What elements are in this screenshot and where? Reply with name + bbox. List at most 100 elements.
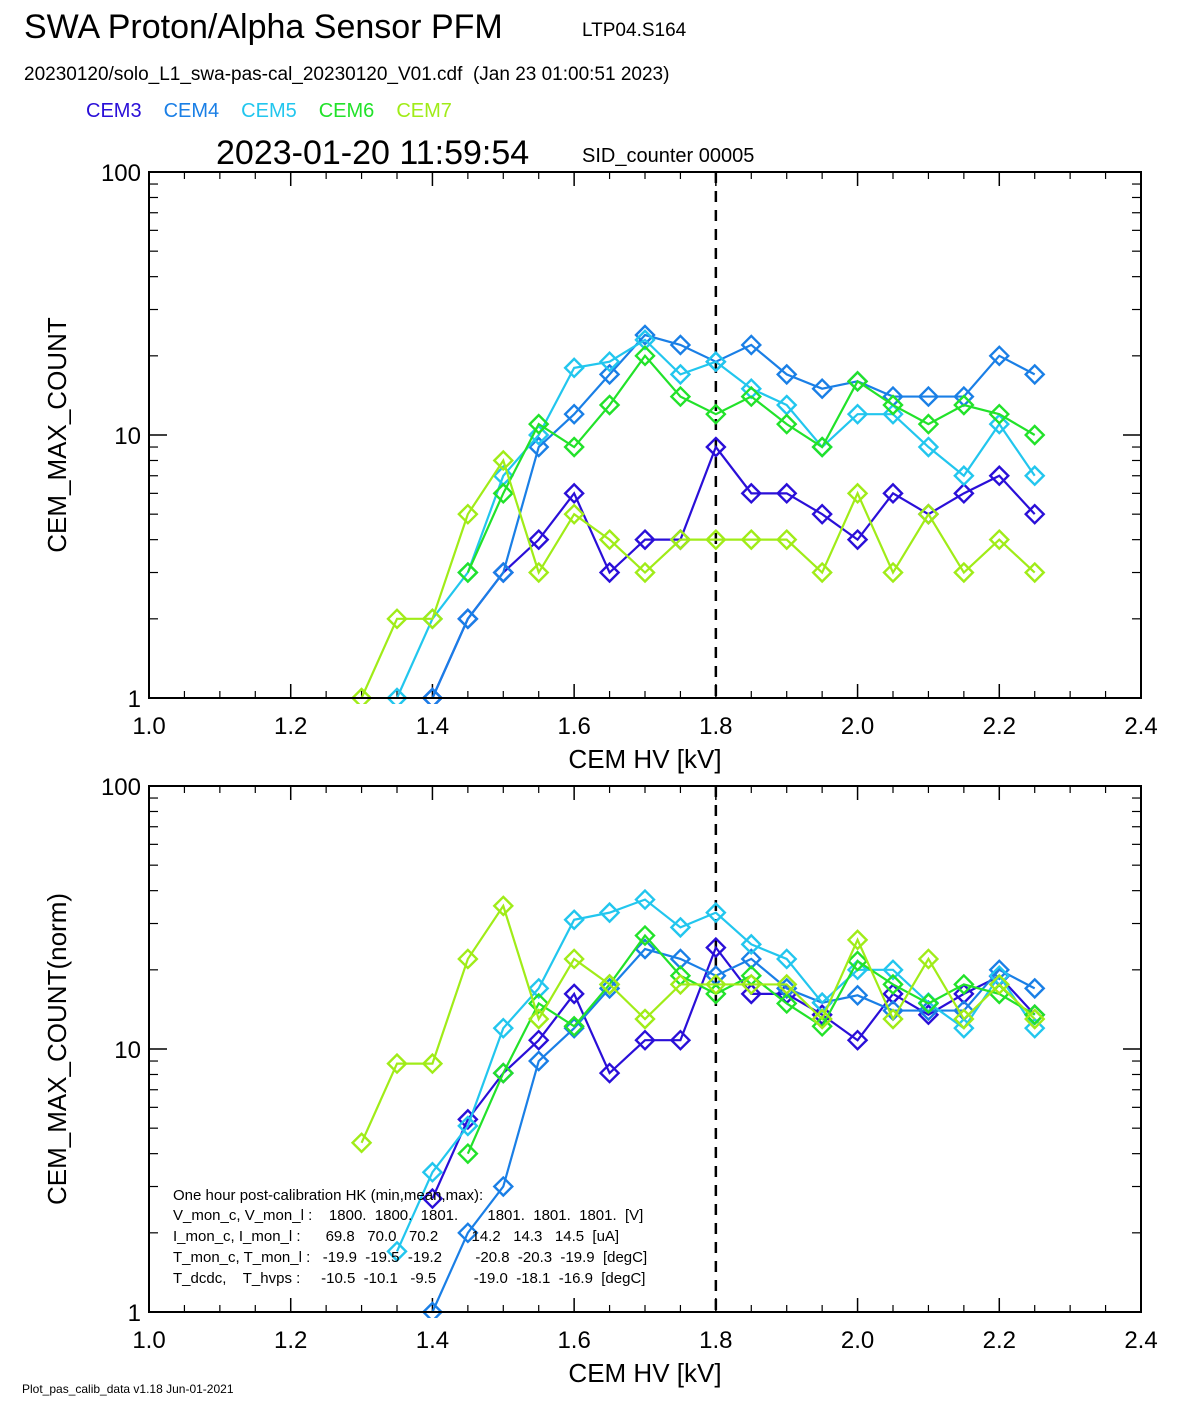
chart2-x-tick-label: 2.0 (841, 1327, 874, 1354)
chart2-y-tick-label: 100 (101, 774, 141, 801)
chart1-data-point-cem5 (846, 403, 869, 425)
chart1-data-point-cem3 (563, 482, 585, 505)
chart1-data-point-cem6 (705, 403, 727, 425)
chart1-series-line-cem6 (466, 354, 1036, 573)
chart1-data-point-cem6 (811, 436, 833, 458)
chart1-x-tick-label: 1.8 (699, 713, 732, 740)
chart1-data-point-cem5 (528, 424, 550, 446)
chart2-data-point-cem6 (705, 983, 727, 1005)
chart1-data-point-cem5 (386, 687, 408, 704)
chart2-data-point-cem5 (846, 959, 869, 981)
chart2-x-tick-label: 2.4 (1124, 1327, 1157, 1354)
chart1-data-point-cem7 (882, 561, 904, 584)
chart1-x-tick-label: 1.2 (274, 713, 307, 740)
chart2-x-tick-label: 1.2 (274, 1327, 307, 1354)
chart1-data-point-cem4 (492, 561, 514, 584)
chart1-data-point-cem7 (917, 503, 940, 525)
chart1-data-point-cem3 (740, 482, 762, 505)
chart2-data-point-cem3 (457, 1108, 479, 1131)
chart1-data-point-cem5 (953, 465, 975, 487)
chart1-data-point-cem3 (528, 528, 550, 551)
chart1-data-point-cem6 (669, 385, 692, 408)
chart2-x-tick-label: 1.4 (416, 1327, 449, 1354)
chart2-data-point-cem5 (386, 1240, 408, 1263)
chart1-series-cem4 (421, 324, 1046, 704)
chart1-series-line-cem4 (431, 333, 1036, 699)
chart1-data-point-cem4 (811, 377, 833, 400)
chart2-data-point-cem7 (563, 948, 585, 970)
chart2-data-point-cem4 (528, 1050, 550, 1072)
chart1-x-axis-title: CEM HV [kV] (568, 744, 721, 774)
chart1-data-point-cem6 (598, 394, 621, 416)
hk-line-1: One hour post-calibration HK (min,mean,m… (173, 1187, 483, 1204)
chart1-series-line-cem7 (360, 457, 1036, 699)
chart1-series-cem3 (421, 436, 1046, 704)
chart1-data-point-cem5 (563, 357, 585, 379)
chart1-data-point-cem6 (776, 413, 798, 435)
chart2-data-point-cem6 (563, 1015, 585, 1037)
chart1-data-point-cem4 (563, 403, 585, 425)
chart1-y-tick-label: 10 (114, 423, 141, 450)
chart1-data-point-cem7 (634, 561, 656, 584)
chart2-data-point-cem7 (598, 973, 621, 996)
chart2-data-point-cem5 (492, 1017, 514, 1039)
chart2-data-point-cem4 (1024, 977, 1046, 1000)
chart1-data-point-cem3 (776, 482, 798, 505)
chart2-data-point-cem5 (1024, 1017, 1046, 1039)
chart2-data-point-cem6 (917, 992, 940, 1015)
chart1-x-tick-label: 1.6 (557, 713, 590, 740)
chart2-data-point-cem5 (740, 933, 762, 956)
chart1-data-point-cem3 (953, 482, 975, 505)
chart2-y-tick-label: 1 (128, 1300, 141, 1327)
chart1-data-point-cem7 (1024, 561, 1046, 584)
chart1-data-point-cem3 (705, 436, 727, 458)
chart2-data-point-cem7 (1024, 1008, 1046, 1030)
chart1-data-point-cem3 (598, 561, 621, 584)
chart2-x-tick-label: 2.2 (983, 1327, 1016, 1354)
chart1-data-point-cem7 (528, 561, 550, 584)
chart1-data-point-cem7 (811, 561, 833, 584)
chart1-data-point-cem6 (846, 370, 869, 393)
chart2-data-point-cem7 (492, 895, 514, 917)
chart1-data-point-cem7 (740, 528, 762, 551)
chart1-data-point-cem4 (421, 687, 444, 704)
chart1-data-point-cem3 (988, 465, 1010, 487)
chart2-data-point-cem3 (528, 1029, 550, 1051)
chart1-data-point-cem7 (776, 528, 798, 551)
chart2-data-point-cem5 (528, 977, 550, 1000)
chart1-series-line-cem3 (431, 444, 1036, 699)
chart2-data-point-cem5 (882, 959, 904, 981)
chart1-x-tick-label: 2.0 (841, 713, 874, 740)
chart1-data-point-cem5 (1024, 465, 1046, 487)
chart2-series-cem7 (350, 895, 1046, 1154)
chart1-y-axis-title: CEM_MAX_COUNT (42, 317, 72, 553)
chart1-data-point-cem6 (457, 561, 479, 584)
chart2-data-point-cem5 (598, 901, 621, 924)
chart2-data-point-cem3 (740, 983, 762, 1005)
chart1-x-tick-label: 1.0 (132, 713, 165, 740)
chart2-data-point-cem5 (563, 909, 585, 931)
chart2-plot-frame (148, 785, 1142, 1313)
chart2-data-point-cem7 (740, 973, 762, 996)
chart1-data-point-cem3 (1024, 503, 1046, 525)
chart1-data-point-cem4 (669, 334, 692, 356)
chart2-series-line-cem7 (360, 903, 1036, 1144)
chart1-data-point-cem5 (598, 350, 621, 373)
chart2-x-tick-label: 1.6 (557, 1327, 590, 1354)
chart2-data-point-cem7 (953, 1008, 975, 1030)
chart1-data-point-cem6 (528, 413, 550, 435)
legend-entry-cem7: CEM7 (396, 100, 452, 122)
chart1-data-point-cem4 (598, 363, 621, 386)
chart2-data-point-cem7 (846, 929, 869, 951)
chart1-data-point-cem3 (811, 503, 833, 525)
chart2-data-point-cem3 (846, 1029, 869, 1051)
chart2-series-line-cem4 (431, 947, 1036, 1313)
chart1-data-point-cem3 (882, 482, 904, 505)
chart2-data-point-cem7 (528, 1008, 550, 1030)
chart2-data-point-cem6 (846, 950, 869, 972)
chart2-data-point-cem4 (634, 938, 656, 960)
chart1-data-point-cem7 (705, 528, 727, 551)
chart1-data-point-cem5 (634, 329, 656, 351)
chart1-x-tick-label: 2.2 (983, 713, 1016, 740)
